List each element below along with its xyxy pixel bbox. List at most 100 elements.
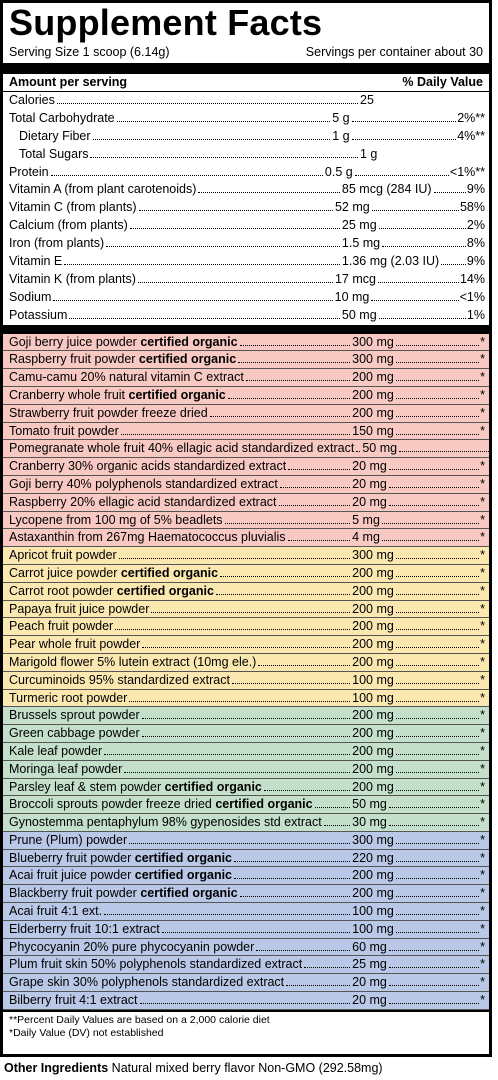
ingredient-row: Carrot juice powder certified organic 200…	[3, 564, 489, 583]
dot-leader	[279, 486, 351, 488]
ingredient-row: Acai fruit 4:1 ext. 100 mg *	[3, 903, 489, 921]
ingredient-amount-cell: 4 mg	[352, 529, 480, 547]
dot-leader	[356, 451, 361, 453]
ingredient-name: Carrot juice powder certified organic	[9, 565, 218, 583]
nutrient-row: Potassium 50 mg 1%	[3, 307, 489, 325]
nutrient-row: Iron (from plants) 1.5 mg 8%	[3, 235, 489, 253]
dot-leader	[198, 192, 340, 194]
dot-leader	[239, 344, 351, 346]
ingredient-name: Cranberry whole fruit certified organic	[9, 387, 226, 405]
dot-leader	[441, 264, 466, 266]
ingredient-name-text: Prune (Plum) powder	[9, 832, 128, 847]
certified-organic-label: certified organic	[134, 850, 233, 865]
dot-leader	[137, 281, 333, 283]
ingredient-name-text: Marigold flower 5% lutein extract (10mg …	[9, 654, 257, 669]
dot-leader	[116, 120, 331, 122]
ingredient-amount-cell: 5 mg	[352, 512, 480, 530]
ingredient-dv: *	[480, 832, 485, 847]
nutrient-amount: 1 g	[360, 146, 378, 161]
dot-leader	[395, 380, 480, 382]
dot-leader	[314, 807, 351, 809]
nutrient-row: Calcium (from plants) 25 mg 2%	[3, 217, 489, 235]
ingredient-dv: *	[480, 779, 485, 794]
ingredient-dv: *	[480, 459, 485, 474]
nutrient-name: Protein	[9, 164, 49, 179]
ingredient-amount: 100 mg	[352, 904, 394, 919]
ingredient-dv: *	[480, 690, 485, 705]
ingredient-amount-cell: 20 mg	[352, 476, 480, 494]
dot-leader	[395, 753, 480, 755]
ingredient-name-text: Carrot root powder	[9, 583, 117, 598]
nutrient-row: Calories 25	[3, 92, 489, 110]
ingredient-amount: 100 mg	[352, 672, 394, 687]
dot-leader	[104, 753, 351, 755]
ingredient-amount-cell: 300 mg	[352, 547, 480, 565]
dot-leader	[395, 878, 480, 880]
ingredient-name: Tomato fruit powder	[9, 423, 119, 441]
dot-leader	[354, 174, 449, 176]
dot-leader	[64, 264, 340, 266]
ingredient-row: Goji berry 40% polyphenols standardized …	[3, 475, 489, 494]
dot-leader	[288, 469, 351, 471]
dot-leader	[56, 103, 358, 104]
ingredient-amount: 20 mg	[352, 476, 387, 491]
ingredient-name: Parsley leaf & stem powder certified org…	[9, 779, 262, 797]
dot-leader	[395, 718, 480, 720]
ingredient-name-text: Bilberry fruit 4:1 extract	[9, 993, 138, 1008]
ingredient-row: Brussels sprout powder 200 mg *	[3, 707, 489, 726]
ingredient-name-text: Parsley leaf & stem powder	[9, 779, 165, 794]
ingredient-dv: *	[480, 726, 485, 741]
dot-leader	[395, 771, 480, 773]
ingredient-name: Kale leaf powder	[9, 743, 102, 761]
ingredient-name-text: Raspberry fruit powder	[9, 352, 139, 367]
serving-size: Serving Size 1 scoop (6.14g)	[9, 45, 170, 59]
ingredient-list: Goji berry juice powder certified organi…	[3, 333, 492, 1010]
nutrient-amount: 5 g	[332, 110, 350, 125]
dot-leader	[106, 246, 340, 248]
ingredient-row: Raspberry fruit powder certified organic…	[3, 351, 489, 370]
dot-leader	[388, 486, 480, 488]
ingredient-amount-cell: 50 mg	[362, 440, 489, 458]
ingredient-name: Raspberry 20% ellagic acid standardized …	[9, 494, 277, 512]
dot-leader	[220, 575, 351, 577]
servings-per-container: Servings per container about 30	[305, 45, 483, 59]
dot-leader	[238, 362, 351, 364]
ingredient-name-text: Kale leaf powder	[9, 743, 103, 758]
ingredient-row: Green cabbage powder 200 mg *	[3, 725, 489, 743]
ingredient-dv: *	[480, 494, 485, 509]
ingredient-dv: *	[480, 548, 485, 563]
dot-leader	[227, 397, 351, 399]
ingredient-amount-cell: 220 mg	[352, 850, 480, 868]
ingredient-dv: *	[480, 975, 485, 990]
footnote-dv: *Daily Value (DV) not established	[9, 1026, 164, 1039]
dot-leader	[399, 451, 489, 453]
ingredient-dv: *	[480, 743, 485, 758]
ingredient-dv: *	[480, 637, 485, 652]
ingredient-dv: *	[480, 405, 485, 420]
dot-leader	[371, 210, 459, 212]
dot-leader	[161, 931, 351, 933]
ingredient-row: Broccoli sprouts powder freeze dried cer…	[3, 796, 489, 815]
ingredient-dv: *	[490, 440, 492, 458]
nutrient-dv: <1%	[459, 289, 485, 304]
ingredient-amount-cell: 200 mg	[352, 867, 480, 885]
dot-leader	[351, 120, 457, 122]
ingredient-amount-cell: 300 mg	[352, 351, 480, 369]
ingredient-name: Turmeric root powder	[9, 690, 127, 708]
nutrient-list: Calories 25 Total Carbohydrate 5 g 2%** Dieta…	[3, 92, 489, 325]
ingredient-dv: *	[480, 850, 485, 865]
ingredient-name-text: Goji berry juice powder	[9, 334, 141, 349]
ingredient-amount: 30 mg	[352, 815, 387, 830]
ingredient-name: Marigold flower 5% lutein extract (10mg …	[9, 654, 256, 672]
ingredient-row: Strawberry fruit powder freeze dried 200 …	[3, 404, 489, 423]
ingredient-dv: *	[480, 708, 485, 723]
ingredient-amount-cell: 200 mg	[352, 761, 480, 779]
dot-leader	[395, 415, 480, 417]
nutrient-amount-cell: 5 g	[332, 110, 457, 128]
ingredient-name: Blueberry fruit powder certified organic	[9, 850, 232, 868]
ingredient-amount: 200 mg	[352, 583, 394, 598]
ingredient-amount-cell: 200 mg	[352, 636, 480, 654]
dot-leader	[323, 825, 351, 827]
nutrient-row: Total Carbohydrate 5 g 2%**	[3, 110, 489, 128]
dot-leader	[129, 842, 351, 844]
